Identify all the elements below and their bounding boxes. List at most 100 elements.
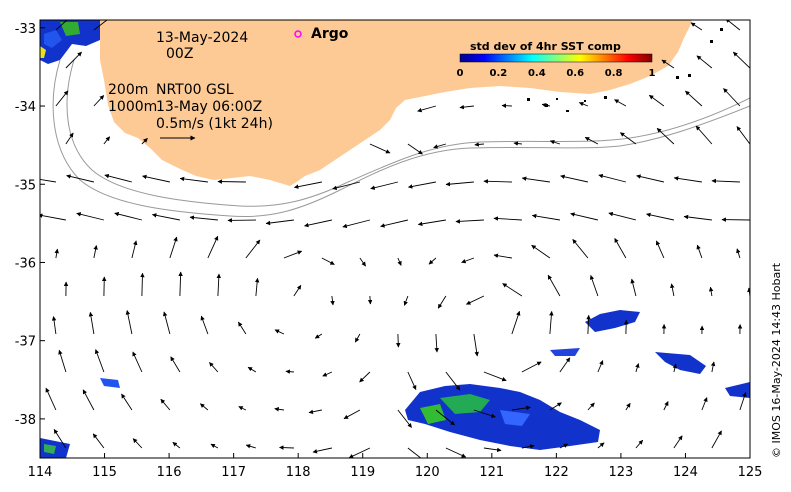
- x-tick-label: 118: [286, 465, 311, 480]
- current-vector: [511, 310, 521, 335]
- current-vector: [397, 409, 412, 428]
- current-vector: [711, 178, 740, 184]
- current-vector: [661, 59, 675, 69]
- current-vector: [40, 178, 56, 183]
- current-vector: [348, 447, 371, 458]
- current-vector: [94, 349, 105, 373]
- current-vector: [646, 212, 674, 221]
- colorbar-tick-label: 0.8: [605, 68, 623, 79]
- current-vector: [445, 447, 467, 458]
- current-vector: [293, 284, 302, 297]
- current-vector: [210, 443, 219, 449]
- current-vector: [369, 143, 391, 154]
- current-vector: [209, 362, 219, 373]
- argo-marker: [294, 30, 302, 38]
- current-vector: [493, 216, 522, 221]
- product-name: NRT00 GSL: [156, 82, 234, 98]
- current-vector: [151, 213, 180, 221]
- current-vector: [663, 401, 669, 411]
- current-vector: [459, 104, 474, 110]
- current-vector: [170, 356, 181, 373]
- current-vector: [433, 143, 447, 149]
- current-vector: [511, 405, 531, 411]
- x-tick-label: 121: [479, 465, 504, 480]
- current-vector: [407, 371, 417, 391]
- current-vector: [380, 219, 408, 228]
- x-tick-label: 117: [221, 465, 246, 480]
- current-vector: [531, 213, 560, 221]
- current-vector: [461, 257, 475, 264]
- current-vector: [55, 90, 69, 107]
- current-vector: [132, 438, 143, 449]
- current-vector: [749, 446, 750, 449]
- current-vector: [736, 248, 741, 259]
- x-tick-label: 119: [350, 465, 375, 480]
- current-vector: [93, 95, 105, 107]
- current-vector: [521, 176, 550, 183]
- current-vector: [285, 369, 294, 374]
- current-vector: [619, 132, 637, 145]
- current-vector: [304, 219, 332, 228]
- current-vector: [701, 397, 708, 411]
- map-plot-area: [40, 20, 750, 458]
- x-tick-label: 114: [28, 465, 53, 480]
- current-vector: [189, 215, 218, 221]
- current-vector: [92, 433, 105, 449]
- current-vector: [549, 140, 561, 145]
- sst-colorbar: std dev of 4hr SST comp 0 0.2 0.4 0.6 0.8 1: [457, 40, 656, 79]
- colorbar-tick-label: 0.6: [566, 68, 584, 79]
- current-vector: [40, 213, 66, 221]
- current-vector: [162, 311, 171, 335]
- current-vector: [455, 219, 484, 224]
- current-vector: [141, 137, 148, 145]
- current-vector: [597, 360, 604, 373]
- current-vector: [598, 173, 627, 183]
- x-tick-label: 122: [544, 465, 569, 480]
- current-vector: [710, 361, 716, 373]
- current-vector: [683, 214, 712, 221]
- product-time: 13-May 06:00Z: [156, 99, 262, 115]
- current-vector: [635, 439, 644, 449]
- current-vector: [521, 361, 542, 373]
- current-vector: [103, 136, 111, 145]
- current-vector: [483, 371, 507, 382]
- y-axis: -33 -34 -35 -36 -37 -38: [15, 22, 45, 428]
- current-vector: [178, 271, 183, 297]
- current-vector: [245, 239, 261, 259]
- current-vector: [395, 333, 401, 348]
- current-vector: [314, 333, 323, 339]
- current-vector: [216, 273, 222, 297]
- current-vector: [655, 240, 665, 259]
- current-vector: [140, 272, 145, 297]
- isobath-200m-label: 200m: [108, 82, 148, 98]
- current-vector: [321, 257, 335, 265]
- current-vector: [169, 236, 178, 259]
- current-vector: [359, 257, 366, 267]
- current-vector: [578, 101, 589, 107]
- current-vector: [547, 274, 561, 297]
- current-vector: [584, 136, 599, 145]
- current-vector: [274, 329, 285, 335]
- current-vector: [254, 277, 260, 297]
- current-vector: [673, 176, 702, 183]
- current-vector-field: [40, 20, 750, 458]
- current-vector: [732, 51, 750, 69]
- sst-stddev-patches: [40, 20, 750, 458]
- y-tick-label: -36: [15, 256, 36, 271]
- current-vector: [65, 132, 74, 145]
- current-vector: [397, 257, 402, 266]
- current-vector: [483, 447, 502, 453]
- current-vector: [685, 90, 703, 107]
- current-vector: [572, 239, 589, 259]
- current-vector: [93, 245, 98, 259]
- current-vector: [493, 253, 512, 259]
- current-vector: [343, 409, 361, 420]
- current-vector: [428, 257, 437, 265]
- current-vector: [51, 316, 57, 335]
- colorbar-gradient: [459, 53, 653, 63]
- current-vector: [437, 295, 447, 309]
- current-vector: [283, 250, 303, 259]
- current-vector: [648, 94, 665, 107]
- current-vector: [513, 141, 522, 146]
- current-vector: [274, 407, 284, 412]
